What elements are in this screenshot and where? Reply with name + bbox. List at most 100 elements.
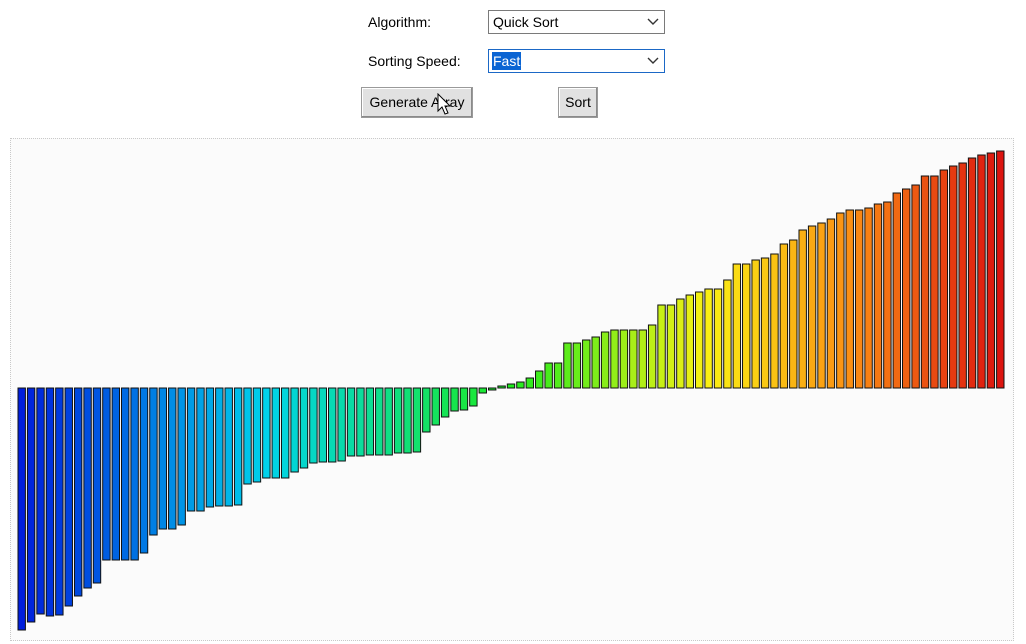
array-bar	[629, 329, 638, 389]
array-bar	[873, 203, 883, 389]
chevron-down-icon	[647, 18, 659, 25]
array-bar	[685, 294, 694, 389]
array-bar	[177, 387, 186, 526]
array-bar	[647, 324, 657, 389]
array-bar	[215, 387, 224, 507]
array-bar	[487, 387, 497, 391]
array-bar	[600, 331, 610, 389]
array-bar	[902, 188, 911, 389]
array-bar	[450, 387, 459, 412]
array-bar	[168, 387, 177, 530]
array-bar	[742, 263, 751, 389]
array-bar	[826, 218, 836, 389]
array-bar	[779, 243, 789, 389]
array-bar	[497, 385, 506, 389]
array-bar	[224, 387, 233, 507]
array-bar	[233, 387, 243, 506]
array-bar	[64, 387, 73, 607]
array-bar	[619, 329, 629, 389]
array-bar	[516, 381, 525, 389]
array-bar	[205, 387, 215, 508]
array-bar	[760, 257, 770, 389]
generate-array-button[interactable]: Generate Array	[361, 87, 473, 118]
array-bar	[807, 225, 817, 389]
array-bar	[26, 387, 36, 623]
array-bar	[73, 387, 83, 597]
array-bar	[535, 370, 544, 389]
array-bar	[337, 387, 346, 462]
array-bar	[704, 288, 713, 389]
array-bar	[563, 342, 572, 389]
array-bar	[262, 387, 271, 479]
array-bar	[694, 291, 704, 389]
array-bar	[403, 387, 412, 454]
array-bar	[412, 387, 422, 453]
array-bar	[723, 279, 732, 389]
array-bar	[986, 152, 996, 389]
array-bar	[836, 212, 845, 389]
array-bar	[610, 329, 619, 389]
array-bar	[149, 387, 158, 536]
array-bar	[384, 387, 393, 456]
array-bar	[196, 387, 205, 512]
speed-label: Sorting Speed:	[368, 53, 461, 69]
array-bar	[440, 387, 450, 418]
array-bar	[949, 165, 958, 389]
bars-canvas	[17, 150, 1005, 631]
array-bar	[920, 175, 930, 389]
array-bar	[346, 387, 356, 457]
algorithm-label: Algorithm:	[368, 14, 432, 30]
array-bar	[525, 377, 535, 389]
array-bar	[864, 207, 873, 389]
array-bar	[939, 169, 949, 389]
array-bar	[506, 383, 516, 389]
array-bar	[17, 387, 26, 631]
array-bar	[280, 387, 290, 479]
array-bar	[967, 157, 977, 389]
speed-row: Sorting Speed: Fast	[368, 49, 665, 73]
array-bar	[431, 387, 440, 426]
array-bar	[328, 387, 337, 463]
array-bar	[139, 387, 149, 554]
array-bar	[713, 288, 723, 389]
array-bar	[666, 304, 676, 389]
chevron-down-icon	[647, 57, 659, 64]
array-bar	[676, 298, 685, 389]
algorithm-dropdown[interactable]: Quick Sort	[488, 10, 665, 34]
array-bar	[92, 387, 102, 584]
array-bar	[845, 209, 854, 389]
array-bar	[83, 387, 92, 589]
array-bar	[186, 387, 196, 512]
array-bar	[121, 387, 130, 561]
array-bar	[55, 387, 64, 616]
array-bar	[544, 362, 553, 389]
array-bar	[459, 387, 469, 411]
array-bar	[309, 387, 318, 464]
array-bar	[36, 387, 45, 615]
array-bar	[977, 154, 986, 389]
array-bar	[958, 162, 967, 389]
sort-button[interactable]: Sort	[558, 87, 598, 118]
array-bar	[299, 387, 309, 469]
array-bar	[478, 387, 487, 394]
array-bar	[290, 387, 299, 473]
array-visualization	[10, 138, 1014, 641]
array-bar	[45, 387, 55, 617]
speed-dropdown[interactable]: Fast	[488, 49, 665, 73]
array-bar	[393, 387, 403, 454]
array-bar	[770, 253, 779, 389]
array-bar	[732, 263, 742, 389]
algorithm-selected-value: Quick Sort	[493, 14, 559, 30]
array-bar	[102, 387, 111, 561]
array-bar	[798, 229, 807, 389]
array-bar	[638, 329, 647, 389]
array-bar	[130, 387, 139, 561]
array-bar	[252, 387, 262, 483]
array-bar	[930, 175, 939, 389]
array-bar	[318, 387, 328, 463]
array-bar	[111, 387, 121, 561]
array-bar	[422, 387, 431, 433]
array-bar	[751, 259, 760, 389]
array-bar	[854, 209, 864, 389]
